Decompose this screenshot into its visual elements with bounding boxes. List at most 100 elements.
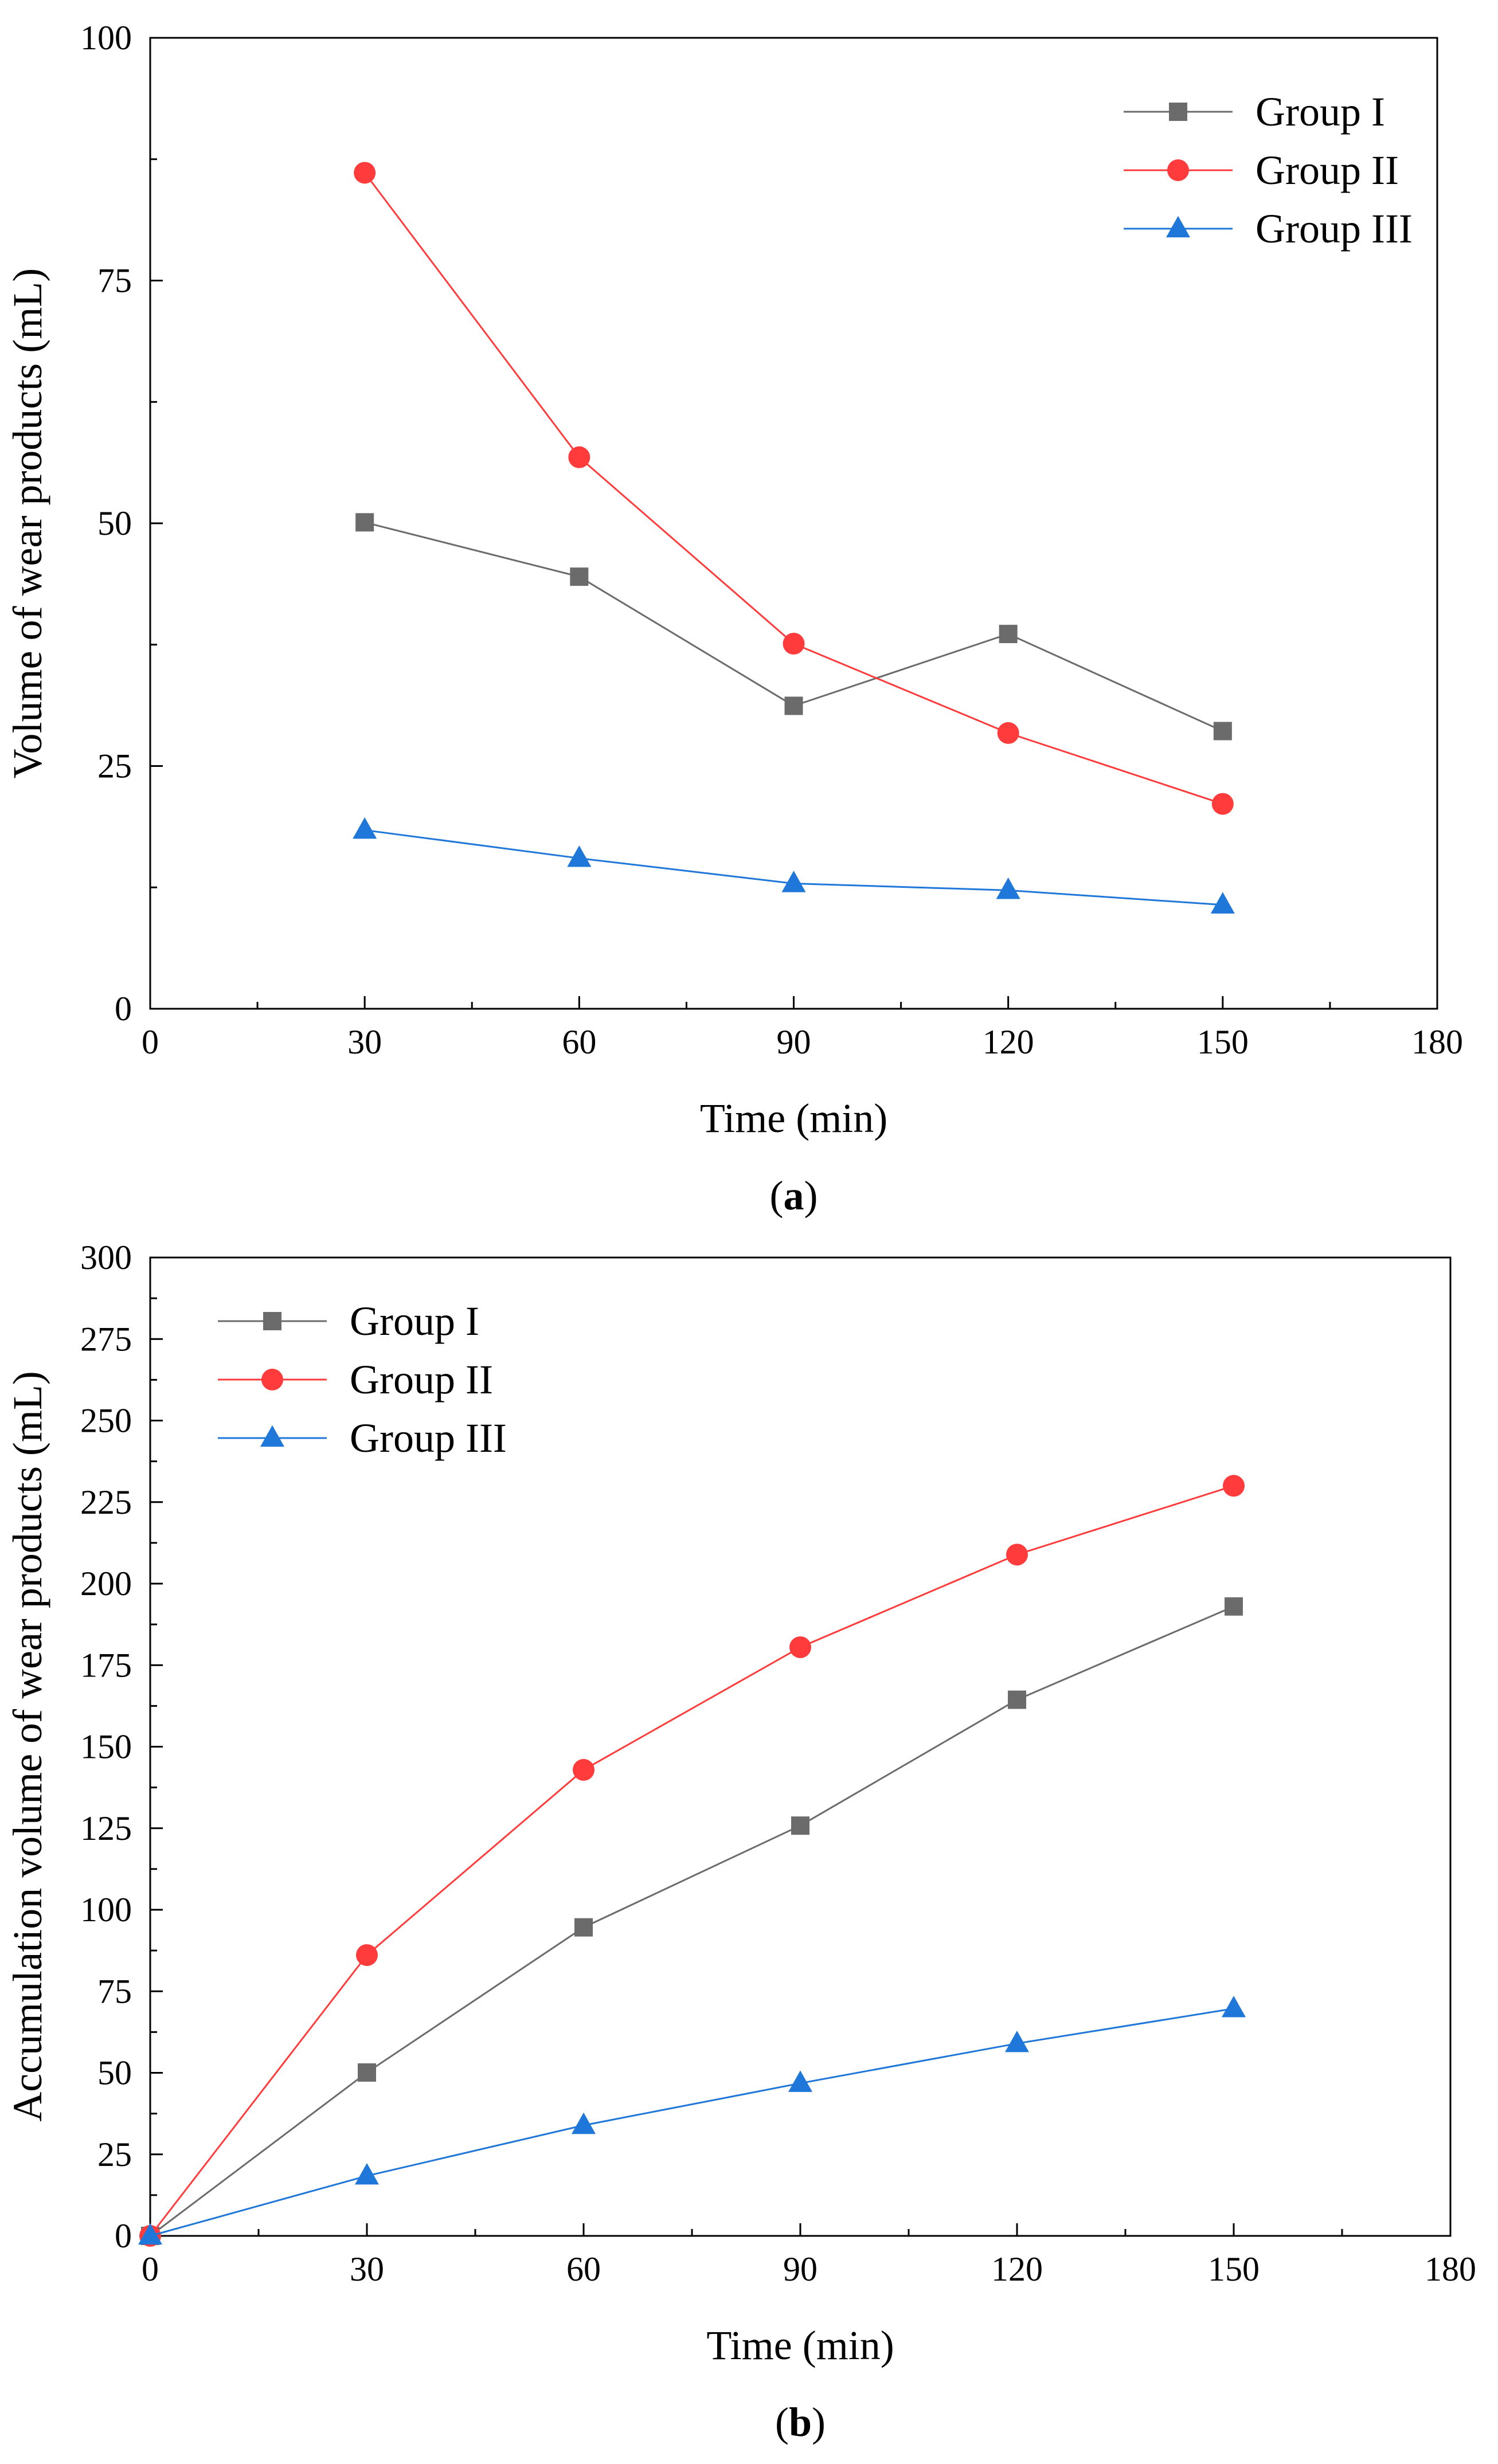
data-point	[999, 625, 1018, 644]
y-tick-label: 175	[80, 1646, 132, 1684]
x-tick-label: 60	[562, 1023, 596, 1061]
y-axis-title: Accumulation volume of wear products (mL…	[5, 1371, 50, 2122]
data-point	[570, 567, 589, 586]
x-tick-label: 120	[991, 2250, 1043, 2288]
legend-label: Group II	[350, 1357, 493, 1403]
y-tick-label: 0	[115, 2217, 132, 2255]
data-point	[789, 1636, 811, 1658]
data-point	[355, 2163, 379, 2185]
data-point	[1222, 1996, 1246, 2018]
series-group-i	[355, 513, 1232, 741]
legend-label: Group III	[1255, 206, 1413, 252]
y-tick-label: 225	[80, 1483, 132, 1521]
series-group-i	[141, 1597, 1243, 2245]
legend-entry: Group II	[218, 1357, 493, 1403]
legend-marker	[260, 1425, 284, 1447]
x-axis-title: Time (min)	[706, 2322, 894, 2368]
plot-frame	[149, 37, 1438, 1010]
x-tick-label: 0	[142, 1023, 159, 1061]
y-tick-label: 100	[80, 1891, 132, 1929]
data-point	[567, 845, 592, 867]
legend-entry: Group I	[1124, 89, 1385, 135]
y-tick-label: 150	[80, 1728, 132, 1766]
x-tick-label: 150	[1197, 1023, 1249, 1061]
data-point	[1225, 1597, 1243, 1616]
data-point	[788, 2070, 812, 2092]
x-tick-label: 180	[1411, 1023, 1463, 1061]
y-tick-label: 0	[115, 990, 132, 1028]
y-axis-title: Volume of wear products (mL)	[5, 268, 50, 778]
legend-entry: Group III	[218, 1415, 507, 1461]
series-group-iii	[138, 1996, 1246, 2245]
x-axis-title: Time (min)	[700, 1095, 887, 1141]
data-point	[356, 1944, 378, 1967]
data-point	[358, 2063, 376, 2082]
data-point	[354, 162, 376, 184]
data-point	[353, 817, 377, 839]
data-point	[574, 1918, 593, 1937]
legend-label: Group I	[1255, 89, 1385, 135]
y-tick-label: 250	[80, 1402, 132, 1440]
data-point	[781, 871, 806, 892]
panel-a-chart: 0 30 60 90 120 150 180 0 25 50 75 100 Time (min) Volu…	[5, 19, 1463, 1219]
y-tick-label: 125	[80, 1809, 132, 1847]
data-point	[1211, 793, 1234, 815]
x-tick-label: 90	[783, 2250, 818, 2288]
data-point	[791, 1816, 809, 1835]
panel-caption: (a)	[770, 1173, 818, 1219]
panel-b-chart: 0 30 60 90 120 150 180 0 25 50 75 100 125 150 175 200 22…	[5, 1239, 1476, 2445]
legend-marker	[1167, 159, 1189, 181]
data-point	[1005, 2030, 1029, 2052]
x-tick-label: 180	[1425, 2250, 1476, 2288]
y-tick-label: 75	[97, 262, 132, 300]
x-tick-label: 0	[142, 2250, 159, 2288]
y-tick-label: 75	[97, 1972, 132, 2010]
data-point	[355, 513, 374, 532]
series-line	[149, 1484, 1234, 2236]
y-tick-label: 300	[80, 1239, 132, 1276]
legend-label: Group III	[350, 1415, 507, 1461]
data-point	[138, 2223, 162, 2245]
data-point	[1213, 722, 1232, 741]
data-point	[568, 446, 590, 468]
x-tick-label: 150	[1208, 2250, 1260, 2288]
data-point	[1008, 1690, 1026, 1709]
data-point	[783, 633, 805, 655]
series-line	[150, 2007, 1234, 2237]
data-point	[996, 878, 1020, 899]
y-tick-label: 100	[80, 19, 132, 57]
series-line	[150, 1605, 1234, 2237]
legend-label: Group I	[350, 1298, 479, 1344]
legend-entry: Group I	[218, 1298, 479, 1344]
y-tick-label: 200	[80, 1565, 132, 1603]
x-tick-label: 30	[350, 2250, 384, 2288]
data-point	[573, 1758, 594, 1781]
x-tick-label: 60	[566, 2250, 601, 2288]
legend-marker	[261, 1369, 283, 1390]
legend-marker	[1166, 216, 1190, 238]
legend-entry: Group III	[1124, 206, 1413, 252]
data-point	[997, 722, 1019, 744]
x-tick-label: 120	[983, 1023, 1034, 1061]
y-tick-label: 50	[97, 2054, 132, 2092]
x-tick-label: 90	[777, 1023, 811, 1061]
x-tick-label: 30	[347, 1023, 382, 1061]
data-point	[1223, 1475, 1245, 1497]
y-tick-label: 275	[80, 1320, 132, 1358]
legend-label: Group II	[1255, 147, 1399, 193]
series-group-iii	[353, 817, 1235, 914]
legend-entry: Group II	[1124, 147, 1399, 193]
series-line	[364, 829, 1223, 906]
legend-marker	[263, 1312, 281, 1330]
data-point	[784, 696, 803, 715]
series-group-ii	[139, 1475, 1245, 2247]
y-tick-label: 25	[97, 2136, 132, 2173]
data-point	[1210, 892, 1235, 914]
y-tick-label: 50	[97, 504, 132, 542]
legend-marker	[1169, 103, 1187, 121]
panel-caption: (b)	[775, 2399, 826, 2445]
data-point	[1006, 1544, 1028, 1566]
data-point	[572, 2112, 596, 2134]
series-group-ii	[354, 162, 1234, 815]
